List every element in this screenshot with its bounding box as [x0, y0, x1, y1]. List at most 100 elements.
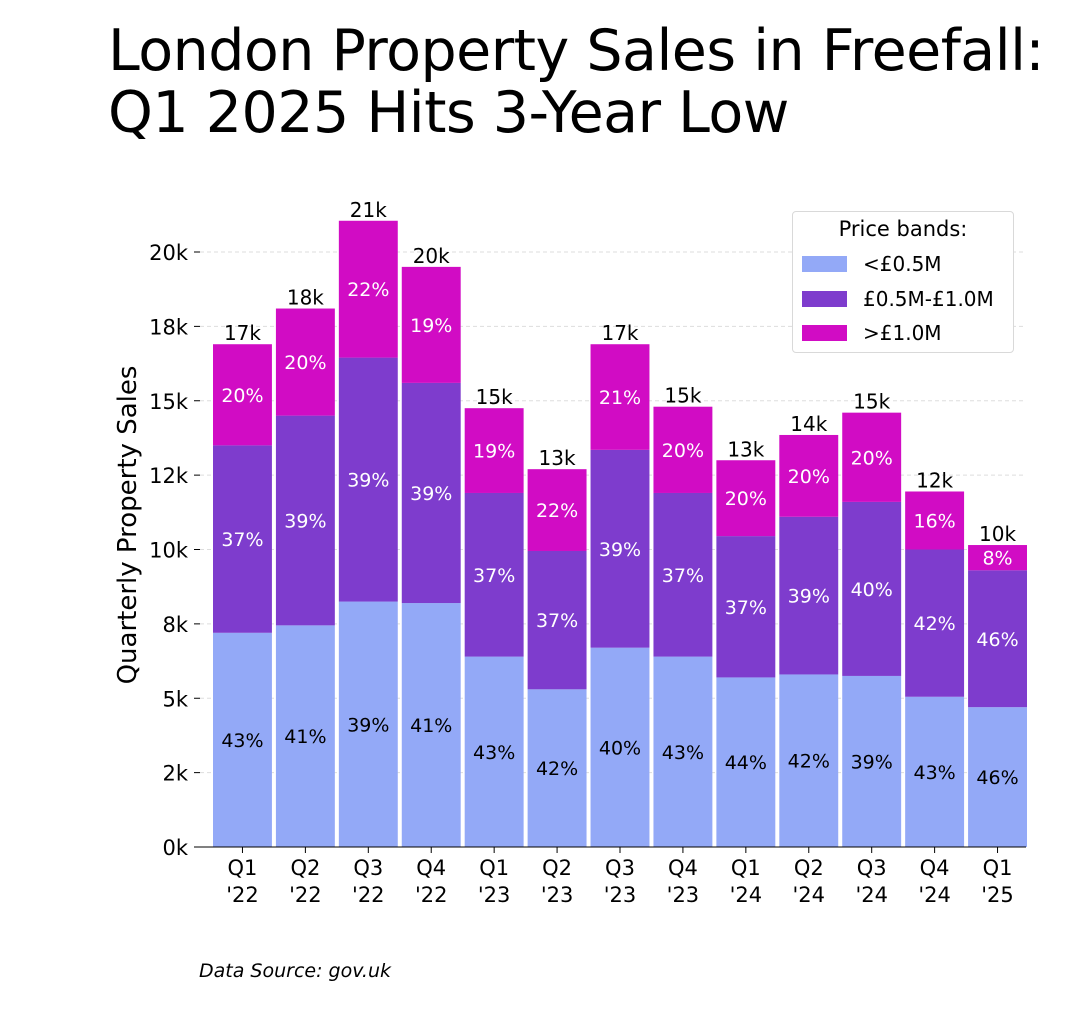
bar-segment-0-5m-1-0m [716, 536, 776, 678]
x-tick-label-year: '23 [604, 883, 637, 907]
bar-total-label: 12k [916, 468, 953, 492]
chart-title-line-1: London Property Sales in Freefall: [108, 18, 1045, 84]
y-tick-label: 20k [149, 241, 189, 265]
bar-segment-0-5m-1-0m [653, 492, 713, 657]
x-tick-label-year: '23 [541, 883, 574, 907]
x-tick-label-year: '24 [730, 883, 763, 907]
segment-percent-label: 41% [410, 715, 452, 737]
bar-total-label: 20k [413, 244, 450, 268]
data-labels: 43% 37% 20% 17k 41% 39% 20% 18k 39% 39% 22% 21k 41% 3… [221, 198, 1018, 789]
segment-percent-label: 43% [473, 742, 515, 764]
legend-label-under-0-5m: <£0.5M [863, 252, 942, 276]
bar-segment-under-0-5m [464, 656, 524, 847]
segment-percent-label: 19% [410, 315, 452, 337]
bar-total-label: 17k [601, 321, 638, 345]
bar-total-label: 17k [224, 321, 261, 345]
bar-segment-over-1-0m [779, 434, 839, 517]
x-tick-label-quarter: Q2 [794, 856, 824, 880]
x-tick-label-year: '22 [226, 883, 259, 907]
bar-segment-0-5m-1-0m [275, 415, 335, 626]
chart-title: London Property Sales in Freefall: Q1 20… [108, 18, 1045, 146]
segment-percent-label: 39% [347, 714, 389, 736]
legend-swatch-under-0-5m [802, 256, 847, 272]
legend-swatch-over-1-0m [802, 325, 847, 341]
segment-percent-label: 43% [913, 762, 955, 784]
bar-total-label: 15k [476, 385, 513, 409]
x-tick-label-year: '22 [289, 883, 322, 907]
bar-segment-0-5m-1-0m [779, 516, 839, 675]
segment-percent-label: 39% [347, 470, 389, 492]
bar-segment-over-1-0m [716, 460, 776, 537]
y-tick-label: 15k [149, 390, 189, 414]
y-tick-label: 5k [162, 687, 188, 711]
segment-percent-label: 20% [662, 440, 704, 462]
bar-segment-over-1-0m [464, 408, 524, 493]
bar-segment-0-5m-1-0m [590, 449, 650, 648]
bar-segment-under-0-5m [716, 677, 776, 847]
bar-total-label: 15k [664, 384, 701, 408]
bar-segment-under-0-5m [653, 656, 713, 847]
y-tick-label: 0k [162, 836, 188, 860]
bar-total-label: 13k [539, 446, 576, 470]
x-tick-label-quarter: Q3 [605, 856, 635, 880]
segment-percent-label: 40% [851, 579, 893, 601]
segment-percent-label: 20% [221, 385, 263, 407]
x-tick-label-year: '24 [918, 883, 951, 907]
x-tick-label-quarter: Q1 [228, 856, 258, 880]
segment-percent-label: 22% [347, 279, 389, 301]
x-tick-label-quarter: Q1 [731, 856, 761, 880]
bar-segment-0-5m-1-0m [213, 445, 272, 633]
bar-segment-under-0-5m [968, 707, 1027, 847]
x-tick-label-quarter: Q4 [668, 856, 698, 880]
segment-percent-label: 20% [725, 488, 767, 510]
chart-title-line-2: Q1 2025 Hits 3-Year Low [108, 80, 789, 146]
x-tick-label-year: '22 [352, 883, 385, 907]
segment-percent-label: 39% [788, 586, 830, 608]
x-tick-label-year: '24 [793, 883, 826, 907]
segment-percent-label: 8% [982, 548, 1012, 570]
bar-segment-over-1-0m [842, 412, 902, 502]
x-tick-label-quarter: Q2 [542, 856, 572, 880]
legend: Price bands: <£0.5M £0.5M-£1.0M >£1.0M [792, 211, 1014, 353]
bar-segment-0-5m-1-0m [905, 549, 965, 697]
data-source-note: Data Source: gov.uk [199, 960, 391, 982]
x-tick-label-quarter: Q2 [290, 856, 320, 880]
segment-percent-label: 16% [913, 510, 955, 532]
x-tick-label-year: '22 [415, 883, 448, 907]
segment-percent-label: 20% [284, 352, 326, 374]
bar-segment-under-0-5m [779, 674, 839, 847]
bar-segment-over-1-0m [653, 406, 713, 493]
y-tick-label: 2k [162, 762, 188, 786]
legend-swatch-0-5m-1-0m [802, 291, 847, 307]
legend-label-0-5m-1-0m: £0.5M-£1.0M [863, 287, 994, 311]
bar-segment-over-1-0m [905, 491, 965, 550]
bar-segment-under-0-5m [590, 647, 650, 847]
bar-segment-under-0-5m [213, 632, 272, 847]
y-tick-label: 12k [149, 464, 189, 488]
x-tick-label-year: '23 [667, 883, 700, 907]
bar-segment-0-5m-1-0m [968, 570, 1027, 708]
bar-segment-over-1-0m [401, 266, 461, 383]
y-tick-label: 10k [149, 539, 189, 563]
bar-total-label: 15k [853, 390, 890, 414]
segment-percent-label: 37% [536, 610, 578, 632]
segment-percent-label: 46% [976, 629, 1018, 651]
y-tick-label: 8k [162, 613, 188, 637]
y-axis-label: Quarterly Property Sales [113, 366, 143, 685]
legend-item-under-0-5m: <£0.5M [802, 252, 942, 276]
segment-percent-label: 37% [725, 597, 767, 619]
bar-segment-over-1-0m [338, 220, 398, 358]
segment-percent-label: 39% [599, 539, 641, 561]
bar-segment-over-1-0m [275, 308, 335, 416]
x-tick-label-quarter: Q1 [479, 856, 509, 880]
bar-segment-under-0-5m [338, 601, 398, 847]
bar-total-label: 21k [350, 198, 387, 222]
bar-segment-under-0-5m [275, 625, 335, 847]
segment-percent-label: 19% [473, 441, 515, 463]
axes: 0k 2k 5k 8k 10k 12k 15k 18k 20k Q1 '22 Q2 '22 Q3 '22 Q4… [149, 241, 1026, 907]
bar-segment-under-0-5m [905, 696, 965, 847]
segment-percent-label: 37% [221, 529, 263, 551]
segment-percent-label: 40% [599, 737, 641, 759]
segment-percent-label: 37% [662, 565, 704, 587]
